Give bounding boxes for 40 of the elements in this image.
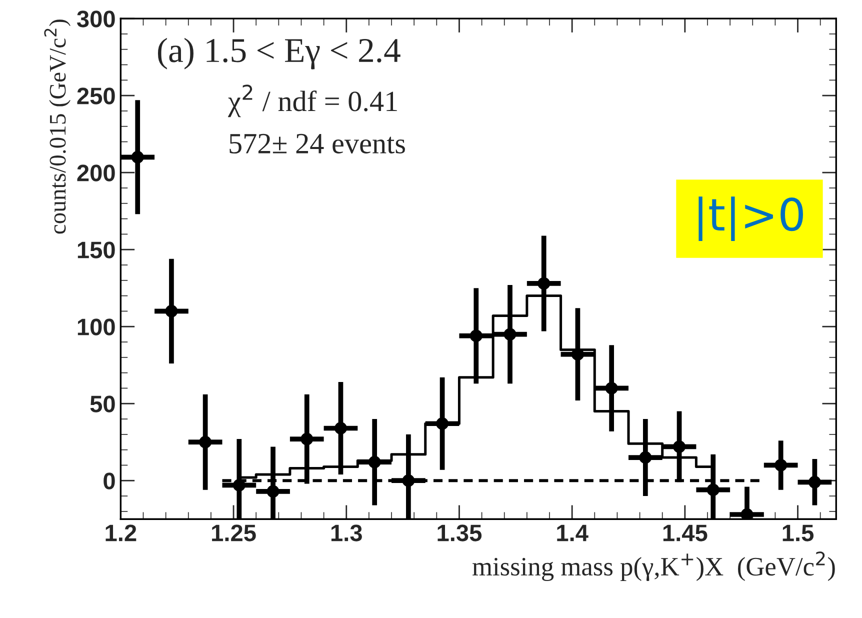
point <box>402 474 415 487</box>
x-tick-label: 1.2 <box>106 524 136 542</box>
annotation: (a) 1.5 < Eγ < 2.4 <box>158 38 400 70</box>
annotation: |t|>0 <box>698 196 803 241</box>
point <box>368 456 381 468</box>
point <box>706 484 720 496</box>
point <box>436 417 449 430</box>
x-axis-title: missing mass p(γ,K$^{+}$)X (GeV/c$^{2}$) <box>472 552 835 582</box>
y-tick-label: 200 <box>77 164 115 182</box>
y-axis-title: counts/0.015 (GeV/c$^{2}$) <box>44 20 71 234</box>
point <box>300 432 314 446</box>
point <box>538 277 550 290</box>
point <box>470 330 482 342</box>
annotation: 572± 24 events <box>230 134 405 154</box>
point <box>199 436 212 448</box>
x-tick-label: 1.45 <box>663 524 708 542</box>
point <box>673 440 686 453</box>
point <box>808 476 821 488</box>
point <box>266 485 280 498</box>
y-tick-label: 250 <box>77 88 115 104</box>
y-tick-label: 50 <box>90 396 115 412</box>
x-tick-label: 1.5 <box>782 524 814 542</box>
x-tick-label: 1.25 <box>212 524 256 542</box>
x-tick-label: 1.3 <box>331 524 362 542</box>
annotation: χ$^{2}$ / ndf = 0.41 <box>228 84 397 118</box>
y-tick-label: 0 <box>104 472 115 490</box>
point <box>504 328 516 341</box>
point <box>334 422 347 434</box>
point <box>639 451 652 464</box>
y-tick-label: 150 <box>78 242 115 258</box>
point <box>740 508 754 520</box>
point <box>774 458 788 472</box>
y-tick-label: 100 <box>78 318 115 336</box>
x-tick-label: 1.4 <box>557 524 588 542</box>
y-tick-label: 300 <box>76 10 115 28</box>
point <box>165 304 178 318</box>
point <box>131 150 144 164</box>
x-tick-label: 1.35 <box>438 524 482 542</box>
point <box>232 478 246 492</box>
point <box>605 382 618 394</box>
